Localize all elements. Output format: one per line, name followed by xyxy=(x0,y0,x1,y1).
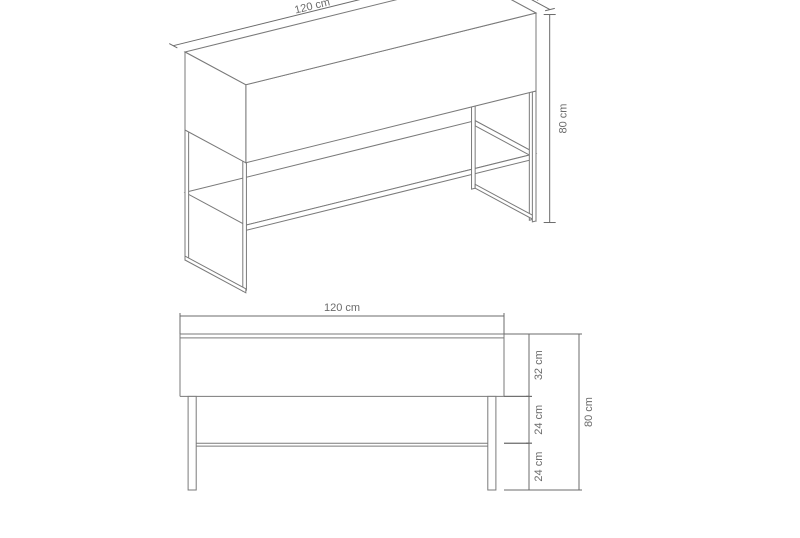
isometric-view: 120 cm30 cm80 cm xyxy=(169,0,569,293)
front-section1-label: 32 cm xyxy=(533,350,545,380)
front-width-label: 120 cm xyxy=(324,302,360,314)
front-height-label: 80 cm xyxy=(583,397,595,427)
front-section3-label: 24 cm xyxy=(533,452,545,482)
iso-width-label: 120 cm xyxy=(293,0,331,17)
iso-height-label: 80 cm xyxy=(558,104,570,134)
front-section2-label: 24 cm xyxy=(533,405,545,435)
front-view: 120 cm 32 cm 24 cm 24 cm 80 cm xyxy=(180,302,595,490)
